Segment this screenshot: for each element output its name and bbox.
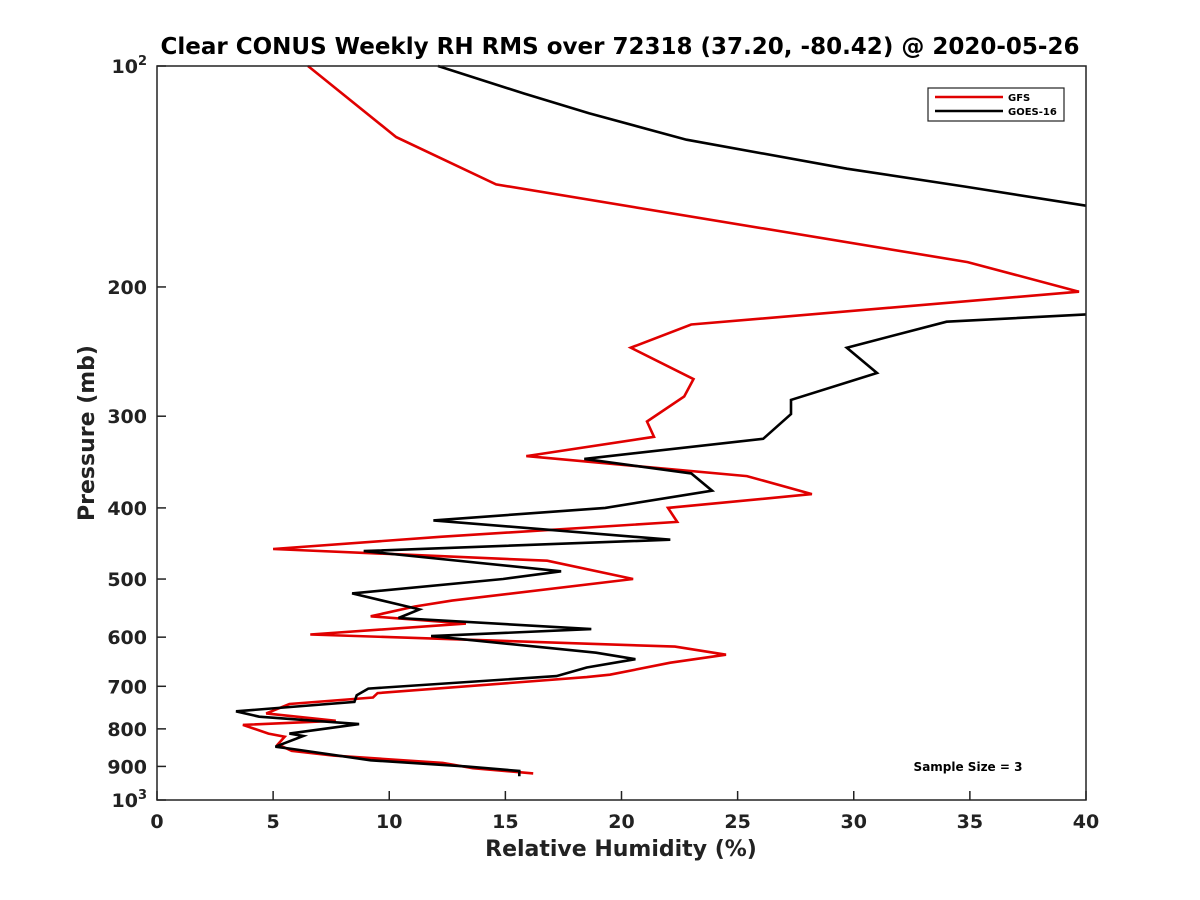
y-tick-label: 700 <box>107 676 147 698</box>
x-tick-label: 40 <box>1073 811 1099 833</box>
y-tick-label: 600 <box>107 627 147 649</box>
series-line-goes-16-upper <box>437 64 1087 207</box>
x-tick-label: 5 <box>267 811 280 833</box>
series-line-gfs <box>242 64 1080 775</box>
y-axis-ticks: 102 200 300 400 500 600 700 800 900 103 <box>107 54 166 812</box>
y-tick-label: 300 <box>107 406 147 428</box>
series-line-goes-16 <box>235 313 1087 777</box>
y-tick-label: 103 <box>112 788 148 812</box>
y-tick-label: 500 <box>107 569 147 591</box>
x-axis-ticks: 0 5 10 15 20 25 30 35 40 <box>150 791 1099 833</box>
x-tick-label: 30 <box>841 811 867 833</box>
x-tick-label: 0 <box>150 811 163 833</box>
x-tick-label: 25 <box>724 811 750 833</box>
legend-box <box>927 87 1065 122</box>
y-axis-label: Pressure (mb) <box>75 345 100 521</box>
chart-title: Clear CONUS Weekly RH RMS over 72318 (37… <box>161 34 1080 60</box>
y-tick-label: 102 <box>112 54 148 78</box>
legend-goes16-label: GOES-16 <box>1008 107 1057 118</box>
sample-size-annotation: Sample Size = 3 <box>914 760 1023 774</box>
x-tick-label: 15 <box>492 811 518 833</box>
y-tick-label: 900 <box>107 756 147 778</box>
y-tick-label: 400 <box>107 498 147 520</box>
x-axis-label: Relative Humidity (%) <box>485 837 757 862</box>
x-tick-label: 20 <box>608 811 634 833</box>
legend: GFS GOES-16 <box>927 87 1065 122</box>
plot-series <box>235 64 1087 777</box>
y-tick-label: 800 <box>107 719 147 741</box>
x-tick-label: 10 <box>376 811 402 833</box>
y-tick-label: 200 <box>107 277 147 299</box>
x-tick-label: 35 <box>957 811 983 833</box>
legend-gfs-label: GFS <box>1008 93 1030 104</box>
